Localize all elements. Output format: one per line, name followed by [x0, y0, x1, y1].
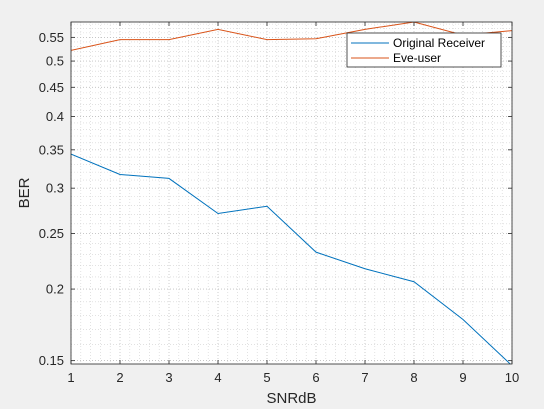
y-tick-label: 0.55: [39, 30, 64, 45]
axis-ticks: [70, 22, 513, 364]
series-line-eve-user: [71, 22, 512, 51]
series-line-original-receiver: [71, 153, 511, 364]
y-tick-label: 0.45: [39, 80, 64, 95]
legend-box: [346, 32, 502, 68]
x-tick-label: 5: [263, 370, 270, 385]
x-tick-label: 2: [116, 370, 123, 385]
y-tick-label: 0.2: [46, 282, 64, 297]
x-tick-label: 9: [459, 370, 466, 385]
y-tick-label: 0.15: [39, 353, 64, 368]
x-tick-label: 1: [67, 370, 74, 385]
data-series: [71, 22, 512, 364]
x-tick-label: 10: [505, 370, 519, 385]
x-tick-label: 3: [165, 370, 172, 385]
legend-label: Eve-user: [393, 51, 441, 65]
y-tick-label: 0.25: [39, 226, 64, 241]
plot-area-frame: [70, 21, 513, 365]
x-axis-title: SNRdB: [266, 390, 316, 407]
plot-area-background: [71, 22, 512, 364]
axis-labels: 1 2 3 4 5 6 7 8 9 10 0.15 0.2 0.25 0.3 0.35 0.4 0.45 0.5 0…: [39, 30, 520, 385]
legend-label: Original Receiver: [393, 36, 485, 50]
y-tick-label: 0.3: [46, 181, 64, 196]
x-tick-label: 4: [214, 370, 221, 385]
y-tick-label: 0.4: [46, 109, 64, 124]
y-tick-label: 0.35: [39, 142, 64, 157]
x-tick-label: 6: [312, 370, 319, 385]
x-tick-label: 8: [410, 370, 417, 385]
y-axis-title: BER: [16, 177, 33, 208]
x-tick-label: 7: [361, 370, 368, 385]
y-tick-label: 0.5: [46, 54, 64, 69]
grid: [70, 22, 513, 364]
